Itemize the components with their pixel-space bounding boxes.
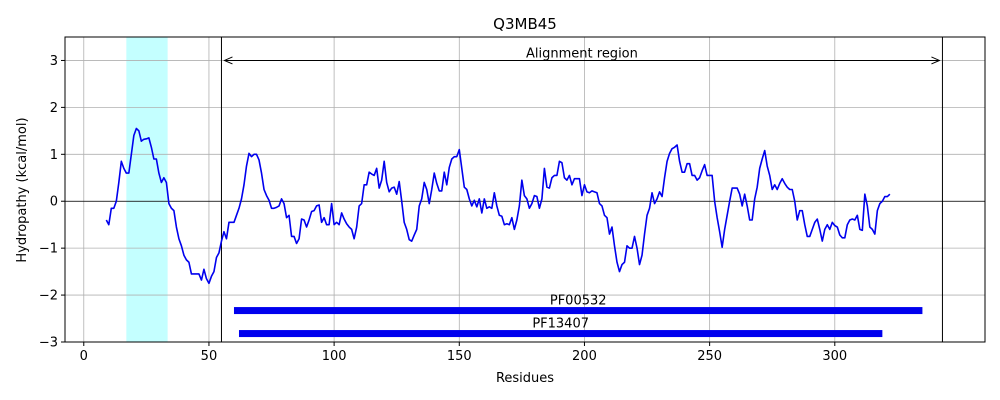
x-tick-label: 150 <box>447 349 472 364</box>
series-layer <box>105 127 891 285</box>
y-axis-label: Hydropathy (kcal/mol) <box>15 117 30 262</box>
x-tick-label: 200 <box>572 349 597 364</box>
alignment-arrowhead-left <box>223 56 233 65</box>
gridlines <box>65 37 985 343</box>
domain-bar-pf13407 <box>238 330 883 338</box>
y-tick-label: −1 <box>39 242 58 257</box>
tick-layer: 0 50 100 150 200 250 300 −3 −2 −1 0 1 2 3 <box>39 54 847 364</box>
alignment-arrowhead-right <box>931 56 941 65</box>
y-tick-label: 3 <box>50 54 58 69</box>
x-tick-label: 250 <box>697 349 722 364</box>
y-tick-label: −2 <box>39 289 58 304</box>
y-tick-label: 1 <box>50 148 58 163</box>
plot-frame <box>64 36 986 343</box>
y-tick-label: −3 <box>39 336 58 351</box>
plot-border <box>64 36 986 343</box>
y-tick-label: 0 <box>50 195 58 210</box>
x-tick-label: 50 <box>201 349 218 364</box>
hydropathy-line <box>105 127 891 285</box>
y-tick-label: 2 <box>50 101 58 116</box>
domain-bar-pf00532 <box>233 307 923 315</box>
domain-label-pf00532: PF00532 <box>550 294 607 309</box>
x-tick-label: 0 <box>80 349 88 364</box>
chart-title: Q3MB45 <box>493 15 557 33</box>
alignment-region-label: Alignment region <box>526 46 638 61</box>
x-tick-label: 100 <box>322 349 347 364</box>
x-tick-label: 300 <box>822 349 847 364</box>
domain-label-pf13407: PF13407 <box>532 317 589 332</box>
highlight-region <box>126 37 168 342</box>
x-axis-label: Residues <box>496 371 554 386</box>
background-layer <box>126 37 168 342</box>
annotation-layer: Alignment region PF00532 PF13407 <box>65 37 985 342</box>
